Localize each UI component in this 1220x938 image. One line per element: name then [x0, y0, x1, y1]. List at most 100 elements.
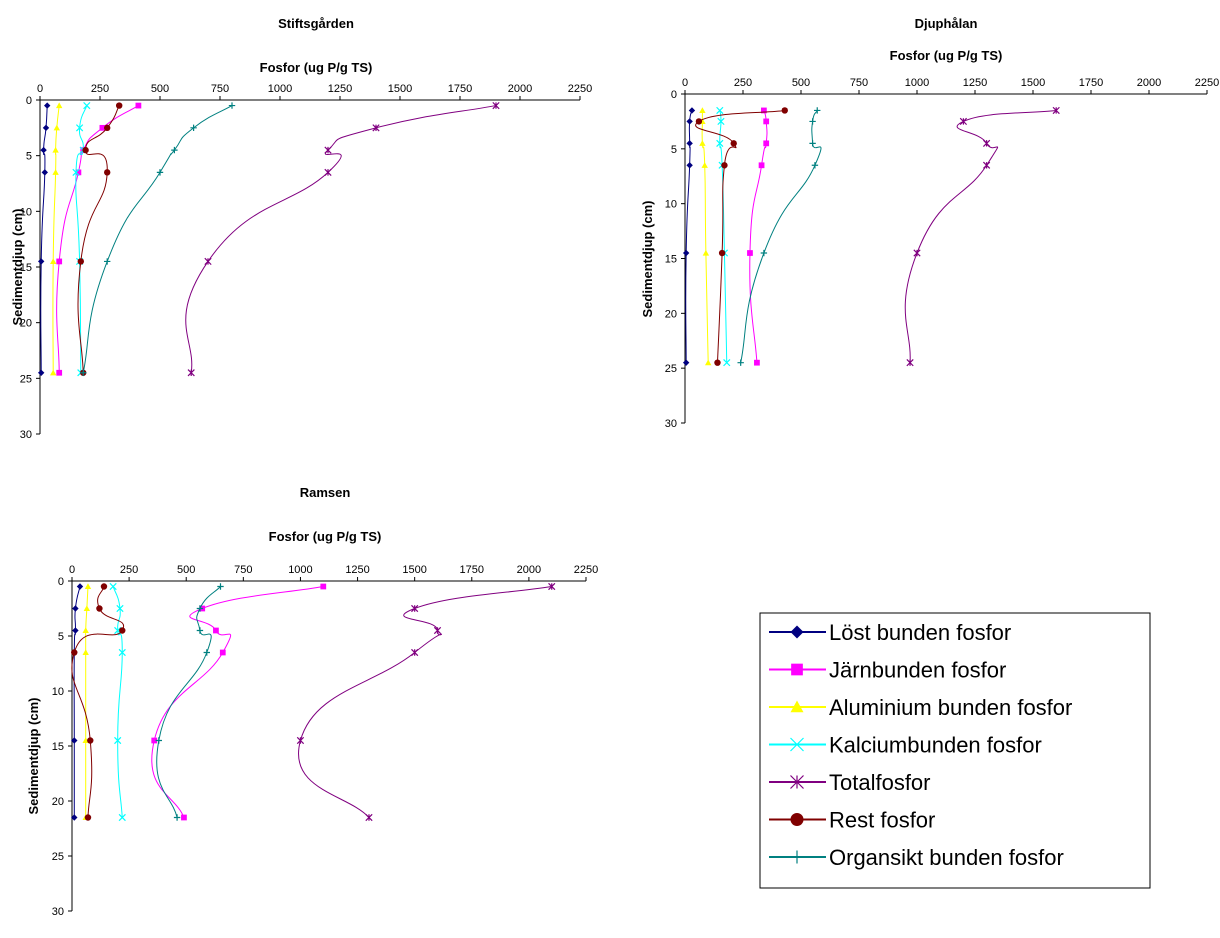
- data-point-kalciumbunden-fosfor: [116, 604, 124, 613]
- x-axis-label: Fosfor (ug P/g TS): [269, 529, 382, 544]
- data-point-organsikt-bunden-fosfor: [809, 140, 816, 147]
- data-point-jarnbunden-fosfor: [758, 162, 765, 169]
- data-point-rest-fosfor: [116, 102, 123, 109]
- data-point-rest-fosfor: [82, 146, 89, 154]
- chart-title: Djuphålan: [915, 16, 978, 31]
- y-tick-label: 20: [20, 318, 32, 330]
- data-point-organsikt-bunden-fosfor: [80, 369, 87, 376]
- data-point-lost-bunden-fosfor: [41, 169, 48, 176]
- data-point-aluminium-bunden-fosfor: [699, 140, 706, 146]
- legend-item-kalciumbunden-fosfor: Kalciumbunden fosfor: [769, 733, 1042, 758]
- series-organsikt-bunden-fosfor: [80, 102, 236, 376]
- series-jarnbunden-fosfor: [747, 107, 770, 366]
- series-rest-fosfor: [77, 102, 123, 376]
- legend-label: Aluminium bunden fosfor: [829, 695, 1072, 720]
- data-point-organsikt-bunden-fosfor: [173, 814, 181, 821]
- series-line-rest-fosfor: [77, 105, 120, 373]
- legend-item-organsikt-bunden-fosfor: Organsikt bunden fosfor: [769, 845, 1064, 870]
- data-point-kalciumbunden-fosfor: [72, 168, 80, 176]
- x-tick-label: 2250: [1195, 77, 1219, 89]
- x-tick-label: 750: [211, 83, 229, 95]
- series-totalfosfor: [904, 106, 1060, 367]
- data-point-jarnbunden-fosfor: [754, 359, 760, 366]
- data-point-aluminium-bunden-fosfor: [705, 359, 712, 366]
- data-point-jarnbunden-fosfor: [747, 250, 753, 256]
- data-point-lost-bunden-fosfor: [682, 249, 690, 257]
- data-point-kalciumbunden-fosfor: [118, 648, 126, 657]
- series-line-lost-bunden-fosfor: [685, 110, 693, 363]
- series-line-aluminium-bunden-fosfor: [701, 110, 709, 363]
- data-point-lost-bunden-fosfor: [72, 605, 79, 612]
- series-line-lost-bunden-fosfor: [73, 586, 81, 818]
- series-line-totalfosfor: [904, 109, 1057, 363]
- data-point-organsikt-bunden-fosfor: [228, 102, 236, 109]
- data-point-jarnbunden-fosfor: [213, 627, 219, 634]
- series-line-organsikt-bunden-fosfor: [156, 586, 221, 818]
- data-point-rest-fosfor: [100, 583, 108, 590]
- series-line-rest-fosfor: [695, 109, 785, 363]
- legend: Löst bunden fosfor Järnbunden fosfor Alumi…: [759, 612, 1151, 889]
- x-tick-label: 1000: [288, 564, 312, 576]
- series-lost-bunden-fosfor: [682, 107, 696, 366]
- data-point-lost-bunden-fosfor: [38, 258, 45, 265]
- legend-item-aluminium-bunden-fosfor: Aluminium bunden fosfor: [769, 695, 1072, 720]
- x-tick-label: 250: [734, 77, 752, 89]
- x-tick-label: 1500: [402, 564, 426, 576]
- legend-box: [759, 612, 1151, 889]
- data-point-totalfosfor: [296, 736, 305, 745]
- y-tick-label: 5: [671, 144, 677, 156]
- data-point-totalfosfor: [372, 124, 380, 132]
- data-point-totalfosfor: [959, 117, 968, 126]
- data-point-lost-bunden-fosfor: [38, 369, 45, 376]
- legend-item-lost-bunden-fosfor: Löst bunden fosfor: [769, 620, 1011, 645]
- data-point-totalfosfor: [411, 604, 419, 613]
- x-tick-label: 0: [682, 77, 688, 89]
- data-point-aluminium-bunden-fosfor: [50, 369, 57, 376]
- data-point-jarnbunden-fosfor: [56, 258, 63, 265]
- x-tick-label: 750: [850, 77, 868, 89]
- y-tick-label: 25: [20, 373, 32, 385]
- data-point-totalfosfor: [548, 582, 556, 591]
- data-point-kalciumbunden-fosfor: [716, 139, 724, 147]
- data-point-rest-fosfor: [790, 813, 804, 826]
- legend-item-totalfosfor: Totalfosfor: [769, 770, 931, 795]
- series-organsikt-bunden-fosfor: [737, 107, 822, 366]
- series-line-jarnbunden-fosfor: [151, 586, 324, 818]
- y-tick-label: 15: [52, 741, 64, 753]
- x-tick-label: 1500: [1021, 77, 1045, 89]
- data-point-kalciumbunden-fosfor: [114, 736, 122, 745]
- y-tick-label: 10: [52, 686, 64, 698]
- legend-label: Kalciumbunden fosfor: [829, 733, 1042, 758]
- data-point-totalfosfor: [187, 369, 195, 377]
- x-tick-label: 2000: [508, 83, 532, 95]
- data-point-aluminium-bunden-fosfor: [699, 107, 706, 114]
- data-point-organsikt-bunden-fosfor: [811, 162, 819, 169]
- x-tick-label: 250: [91, 83, 109, 95]
- data-point-totalfosfor: [790, 775, 804, 789]
- y-tick-label: 25: [52, 851, 64, 863]
- x-tick-label: 2000: [1137, 77, 1161, 89]
- data-point-rest-fosfor: [71, 649, 78, 656]
- data-point-kalciumbunden-fosfor: [83, 101, 91, 110]
- series-totalfosfor: [185, 101, 500, 377]
- x-tick-label: 1000: [905, 77, 929, 89]
- data-point-rest-fosfor: [84, 814, 92, 821]
- data-point-rest-fosfor: [781, 107, 788, 114]
- data-point-rest-fosfor: [77, 258, 85, 265]
- x-axis-label: Fosfor (ug P/g TS): [260, 60, 373, 75]
- data-point-jarnbunden-fosfor: [791, 663, 803, 676]
- data-point-lost-bunden-fosfor: [76, 583, 84, 590]
- data-point-lost-bunden-fosfor: [686, 162, 693, 169]
- legend-label: Löst bunden fosfor: [829, 620, 1011, 645]
- x-tick-label: 1250: [328, 83, 352, 95]
- y-tick-label: 0: [26, 95, 32, 107]
- series-line-totalfosfor: [298, 586, 552, 818]
- y-tick-label: 0: [671, 89, 677, 101]
- data-point-organsikt-bunden-fosfor: [104, 258, 111, 265]
- data-point-kalciumbunden-fosfor: [716, 106, 724, 115]
- data-point-organsikt-bunden-fosfor: [203, 649, 210, 656]
- data-point-rest-fosfor: [695, 118, 703, 125]
- y-tick-label: 15: [20, 262, 32, 274]
- series-line-kalciumbunden-fosfor: [719, 110, 728, 363]
- data-point-organsikt-bunden-fosfor: [814, 107, 821, 114]
